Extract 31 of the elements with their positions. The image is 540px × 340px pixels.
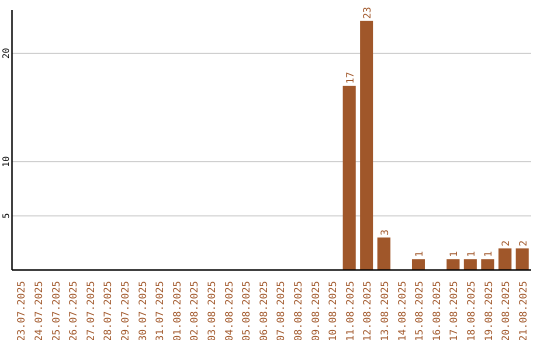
y-tick-label: 20	[2, 48, 12, 59]
data-label: 1	[414, 251, 426, 258]
data-label: 1	[449, 251, 460, 258]
bar	[360, 20, 374, 270]
data-label: 2	[500, 240, 512, 246]
bar	[481, 259, 494, 270]
bar	[464, 259, 477, 270]
bar	[342, 86, 356, 270]
data-label: 2	[518, 240, 530, 246]
x-tick-label: 17.08.2025	[449, 281, 460, 340]
x-tick-label: 16.08.2025	[432, 281, 443, 340]
data-label: 17	[345, 72, 356, 84]
x-tick-label: 14.08.2025	[397, 281, 408, 340]
data-label: 1	[484, 251, 495, 258]
bar	[516, 248, 529, 270]
bar	[377, 238, 390, 270]
y-tick-label: 10	[2, 156, 12, 168]
data-label: 3	[380, 229, 391, 236]
bar	[446, 259, 460, 270]
bar	[412, 259, 425, 270]
x-tick-label: 19.08.2025	[484, 281, 495, 340]
data-label: 1	[466, 251, 478, 258]
x-tick-label: 10.08.2025	[328, 281, 340, 340]
x-tick-label: 18.08.2025	[466, 281, 478, 340]
x-tick-label: 13.08.2025	[380, 281, 391, 340]
data-label: 23	[362, 6, 374, 19]
x-tick-label: 11.08.2025	[345, 281, 356, 340]
x-tick-label: 15.08.2025	[414, 281, 426, 340]
y-tick-label: 5	[2, 213, 12, 219]
x-tick-label: 12.08.2025	[362, 281, 374, 340]
bar	[498, 248, 512, 270]
